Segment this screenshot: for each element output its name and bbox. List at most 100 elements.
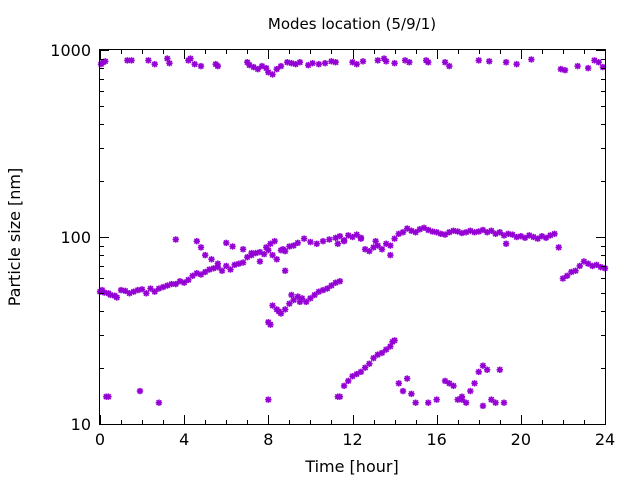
- data-point: [412, 399, 419, 406]
- data-point: [269, 251, 276, 259]
- data-point: [572, 267, 579, 274]
- data-point: [382, 58, 390, 65]
- data-point: [404, 375, 411, 382]
- data-point: [311, 291, 318, 299]
- data-point: [528, 56, 535, 63]
- data-point: [387, 251, 394, 259]
- data-point: [227, 266, 234, 273]
- data-point: [563, 272, 571, 280]
- x-tick-label: 20: [511, 430, 531, 449]
- data-point: [521, 234, 529, 242]
- data-points: [96, 55, 609, 410]
- data-point: [391, 59, 398, 67]
- data-point: [526, 232, 533, 239]
- data-point: [534, 235, 541, 242]
- x-tick-label: 24: [595, 430, 615, 449]
- data-point: [151, 60, 158, 68]
- data-point: [147, 285, 154, 292]
- data-point: [328, 282, 335, 289]
- x-axis-title: Time [hour]: [304, 457, 398, 476]
- data-point: [574, 62, 581, 70]
- data-point: [488, 227, 495, 234]
- y-axis-title: Particle size [nm]: [5, 168, 24, 307]
- data-point: [315, 60, 323, 68]
- data-point: [294, 239, 301, 247]
- data-point: [408, 390, 415, 398]
- data-point: [263, 244, 270, 251]
- data-point: [513, 60, 520, 68]
- x-tick-label: 16: [426, 430, 446, 449]
- y-tick-label: 10: [71, 415, 91, 434]
- data-point: [229, 243, 236, 250]
- data-point: [288, 291, 295, 299]
- x-tick-label: 0: [95, 430, 105, 449]
- data-point: [193, 237, 200, 245]
- data-point: [505, 230, 512, 238]
- data-point: [374, 57, 381, 64]
- data-point: [223, 262, 230, 270]
- plot-frame: [99, 49, 606, 425]
- x-tick-label: 8: [263, 430, 273, 449]
- data-point: [254, 65, 262, 73]
- data-point: [334, 240, 341, 247]
- data-point: [197, 244, 205, 251]
- data-point: [412, 229, 419, 236]
- data-point: [433, 396, 440, 403]
- data-point: [309, 59, 316, 67]
- data-point: [155, 399, 163, 406]
- data-point: [326, 236, 333, 243]
- data-point: [113, 294, 121, 301]
- data-point: [281, 267, 289, 274]
- data-point: [336, 393, 344, 400]
- data-point: [208, 256, 215, 263]
- data-point: [492, 399, 499, 406]
- data-point: [441, 59, 449, 66]
- data-point: [496, 229, 503, 236]
- data-point: [391, 337, 398, 344]
- data-point: [458, 393, 466, 400]
- data-point: [450, 382, 457, 390]
- axis-ticks: 0 4 8 12 16 20 24 10 100 1000: [50, 41, 615, 449]
- data-point: [446, 380, 453, 387]
- data-point: [378, 246, 386, 253]
- data-point: [296, 298, 304, 306]
- data-point: [332, 59, 339, 66]
- data-point: [296, 59, 304, 66]
- data-point: [143, 290, 150, 297]
- data-point: [277, 310, 285, 317]
- data-point: [279, 246, 287, 253]
- data-point: [273, 65, 280, 73]
- data-point: [361, 364, 369, 371]
- data-point: [387, 242, 394, 249]
- data-point: [145, 57, 152, 64]
- data-point: [172, 280, 179, 288]
- data-point: [277, 62, 285, 70]
- data-point: [267, 321, 274, 328]
- data-point: [269, 71, 276, 78]
- data-point: [340, 237, 348, 245]
- data-point: [256, 258, 264, 265]
- data-point: [437, 230, 445, 238]
- data-point: [239, 259, 247, 266]
- data-point: [218, 267, 226, 274]
- data-point: [425, 59, 432, 66]
- data-point: [313, 240, 320, 247]
- data-point: [340, 382, 348, 390]
- data-point: [479, 362, 487, 369]
- data-point: [336, 232, 344, 240]
- y-tick-label: 100: [60, 228, 91, 247]
- data-point: [239, 246, 247, 253]
- y-tick-label: 1000: [50, 41, 91, 60]
- data-point: [391, 235, 398, 242]
- data-point: [202, 251, 209, 259]
- data-point: [353, 60, 360, 68]
- data-point: [260, 250, 268, 258]
- data-point: [425, 399, 432, 406]
- data-point: [187, 55, 194, 62]
- data-point: [502, 59, 510, 66]
- data-point: [502, 240, 510, 247]
- data-point: [117, 286, 125, 294]
- data-point: [138, 286, 146, 293]
- data-point: [324, 285, 331, 292]
